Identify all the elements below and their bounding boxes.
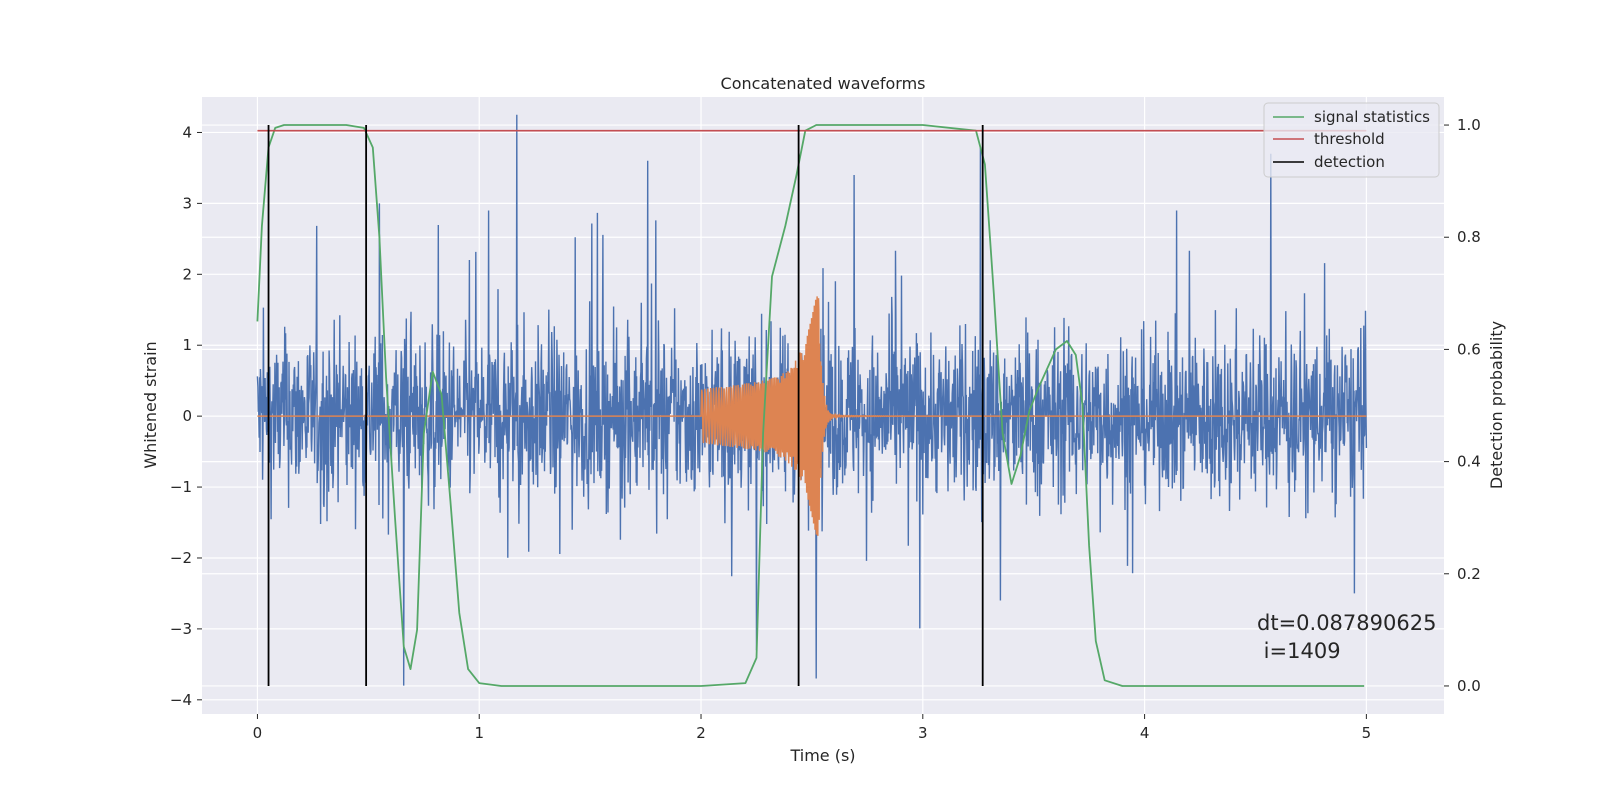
y-tick-label: −3 <box>170 620 192 638</box>
y-tick-label: 1 <box>182 336 192 354</box>
x-tick-label: 0 <box>253 724 263 742</box>
detection-series <box>267 125 984 686</box>
axes: 0 1 2 3 4 5 −4 −3 −2 −1 0 1 2 3 4 0.0 0.2 0.4 0.6 0.8 1.0 <box>170 116 1481 742</box>
y-tick-label: 4 <box>182 123 192 141</box>
y-tick-label: −2 <box>170 549 192 567</box>
x-tick-label: 3 <box>918 724 928 742</box>
y2-tick-label: 1.0 <box>1457 116 1481 134</box>
signal-line <box>257 296 1367 536</box>
stats-series <box>256 124 1365 687</box>
y2-tick-label: 0.8 <box>1457 228 1481 246</box>
y-tick-label: 3 <box>182 194 192 212</box>
chart-title: Concatenated waveforms <box>721 74 926 93</box>
y-tick-label: −1 <box>170 478 192 496</box>
x-axis-label: Time (s) <box>789 746 855 765</box>
y-axis-label: Whitened strain <box>141 341 160 468</box>
y-tick-label: −4 <box>170 691 192 709</box>
signal-series <box>257 296 1367 536</box>
annotation-dt: dt=0.087890625 <box>1257 611 1436 635</box>
annotation-i: i=1409 <box>1257 639 1341 663</box>
y-tick-label: 2 <box>182 265 192 283</box>
legend-label-detection: detection <box>1314 153 1385 171</box>
y2-tick-label: 0.4 <box>1457 453 1481 471</box>
x-tick-label: 1 <box>474 724 484 742</box>
y2-axis-label: Detection probability <box>1487 321 1506 489</box>
stats-line <box>256 124 1365 687</box>
x-tick-label: 4 <box>1140 724 1150 742</box>
legend-label-stats: signal statistics <box>1314 108 1430 126</box>
x-tick-label: 2 <box>696 724 706 742</box>
y2-tick-label: 0.0 <box>1457 677 1481 695</box>
x-tick-label: 5 <box>1362 724 1372 742</box>
y2-tick-label: 0.6 <box>1457 340 1481 358</box>
y-tick-label: 0 <box>182 407 192 425</box>
legend: signal statistics threshold detection <box>1263 102 1440 178</box>
legend-label-threshold: threshold <box>1314 130 1385 148</box>
legend-box <box>1263 102 1440 178</box>
y2-tick-label: 0.2 <box>1457 565 1481 583</box>
